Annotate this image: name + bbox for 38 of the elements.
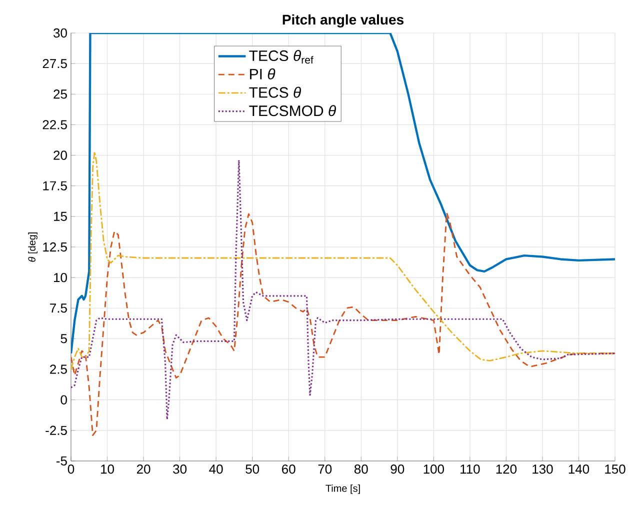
x-tick-label: 30 xyxy=(173,464,187,474)
x-axis-title: Time [s] xyxy=(326,484,360,494)
x-tick-label: 40 xyxy=(209,464,223,474)
y-tick-label: 2.5 xyxy=(50,364,67,374)
y-tick-label: 22.5 xyxy=(42,120,67,130)
x-tick-label: 140 xyxy=(568,464,590,474)
x-tick-label: 110 xyxy=(460,464,480,474)
y-tick-label: 15 xyxy=(54,212,67,221)
y-axis-title: θ [deg] xyxy=(28,232,38,262)
x-tick-label: 120 xyxy=(496,464,517,474)
x-tick-label: 20 xyxy=(136,464,150,474)
x-tick-label: 70 xyxy=(318,464,332,474)
x-tick-label: 130 xyxy=(532,464,553,474)
y-tick-label: 7.5 xyxy=(50,304,67,313)
legend-label: TECS θ$_{ref}$ xyxy=(249,50,314,64)
x-tick-label: 50 xyxy=(246,464,260,474)
legend-label: PI θ xyxy=(250,68,276,80)
x-tick-label: 0 xyxy=(68,464,74,474)
y-tick-label: 12.5 xyxy=(43,242,67,252)
y-tick-label: 5 xyxy=(60,334,67,344)
x-tick-label: 60 xyxy=(282,464,296,474)
x-tick-label: 100 xyxy=(424,464,444,474)
x-tick-label: 10 xyxy=(101,464,114,474)
legend-label: TECS θ xyxy=(249,86,301,98)
legend-label: TECSMOD θ xyxy=(249,105,336,116)
y-tick-label: 20 xyxy=(54,150,67,160)
y-tick-label: -5 xyxy=(56,456,67,466)
x-tick-label: 90 xyxy=(390,464,404,474)
y-tick-label: 17.5 xyxy=(43,181,67,190)
chart-title: Pitch angle values xyxy=(282,14,404,28)
y-tick-label: 27.5 xyxy=(42,58,67,68)
y-tick-label: 30 xyxy=(54,28,67,38)
y-tick-label: -2.5 xyxy=(46,426,67,436)
x-tick-label: 80 xyxy=(354,464,368,474)
y-tick-label: 10 xyxy=(54,272,67,282)
y-tick-label: 25 xyxy=(54,90,67,99)
y-tick-label: 0 xyxy=(60,395,67,404)
x-tick-label: 150 xyxy=(605,464,626,474)
